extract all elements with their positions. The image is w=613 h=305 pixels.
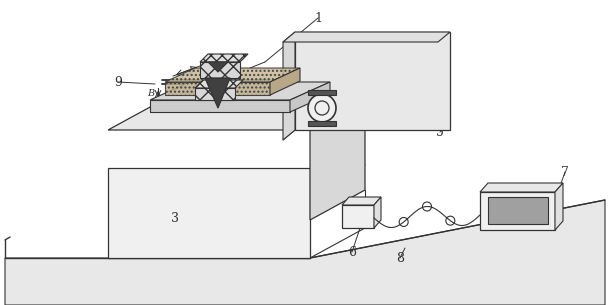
Polygon shape (342, 205, 374, 228)
Text: 9: 9 (114, 76, 122, 88)
Polygon shape (270, 68, 300, 95)
Text: B: B (148, 89, 154, 99)
Polygon shape (150, 82, 330, 100)
Polygon shape (295, 32, 450, 130)
Text: 3: 3 (171, 211, 179, 224)
Polygon shape (108, 100, 365, 130)
Polygon shape (195, 88, 235, 100)
Polygon shape (374, 197, 381, 228)
Polygon shape (150, 100, 290, 112)
Polygon shape (308, 90, 336, 95)
Polygon shape (488, 197, 548, 224)
Polygon shape (480, 192, 555, 230)
Polygon shape (5, 200, 605, 305)
Polygon shape (310, 100, 365, 220)
Text: 7: 7 (561, 166, 569, 178)
Polygon shape (165, 82, 270, 95)
Polygon shape (290, 82, 330, 112)
Text: 1: 1 (314, 12, 322, 24)
Polygon shape (200, 54, 248, 62)
Text: W: W (195, 102, 205, 112)
Circle shape (308, 94, 336, 122)
Polygon shape (283, 32, 295, 140)
Polygon shape (342, 197, 381, 205)
Text: 2: 2 (384, 31, 392, 45)
Polygon shape (195, 80, 243, 88)
Polygon shape (208, 62, 228, 72)
Text: l: l (188, 66, 191, 76)
Polygon shape (555, 183, 563, 230)
Polygon shape (165, 68, 300, 82)
Polygon shape (480, 183, 563, 192)
Polygon shape (200, 62, 240, 78)
Text: 8: 8 (396, 252, 404, 264)
Text: 6: 6 (348, 246, 356, 259)
Text: 4: 4 (414, 106, 422, 119)
Polygon shape (308, 121, 336, 126)
Polygon shape (205, 78, 230, 108)
Polygon shape (283, 32, 450, 42)
Polygon shape (108, 168, 310, 258)
Text: 5: 5 (436, 125, 444, 138)
